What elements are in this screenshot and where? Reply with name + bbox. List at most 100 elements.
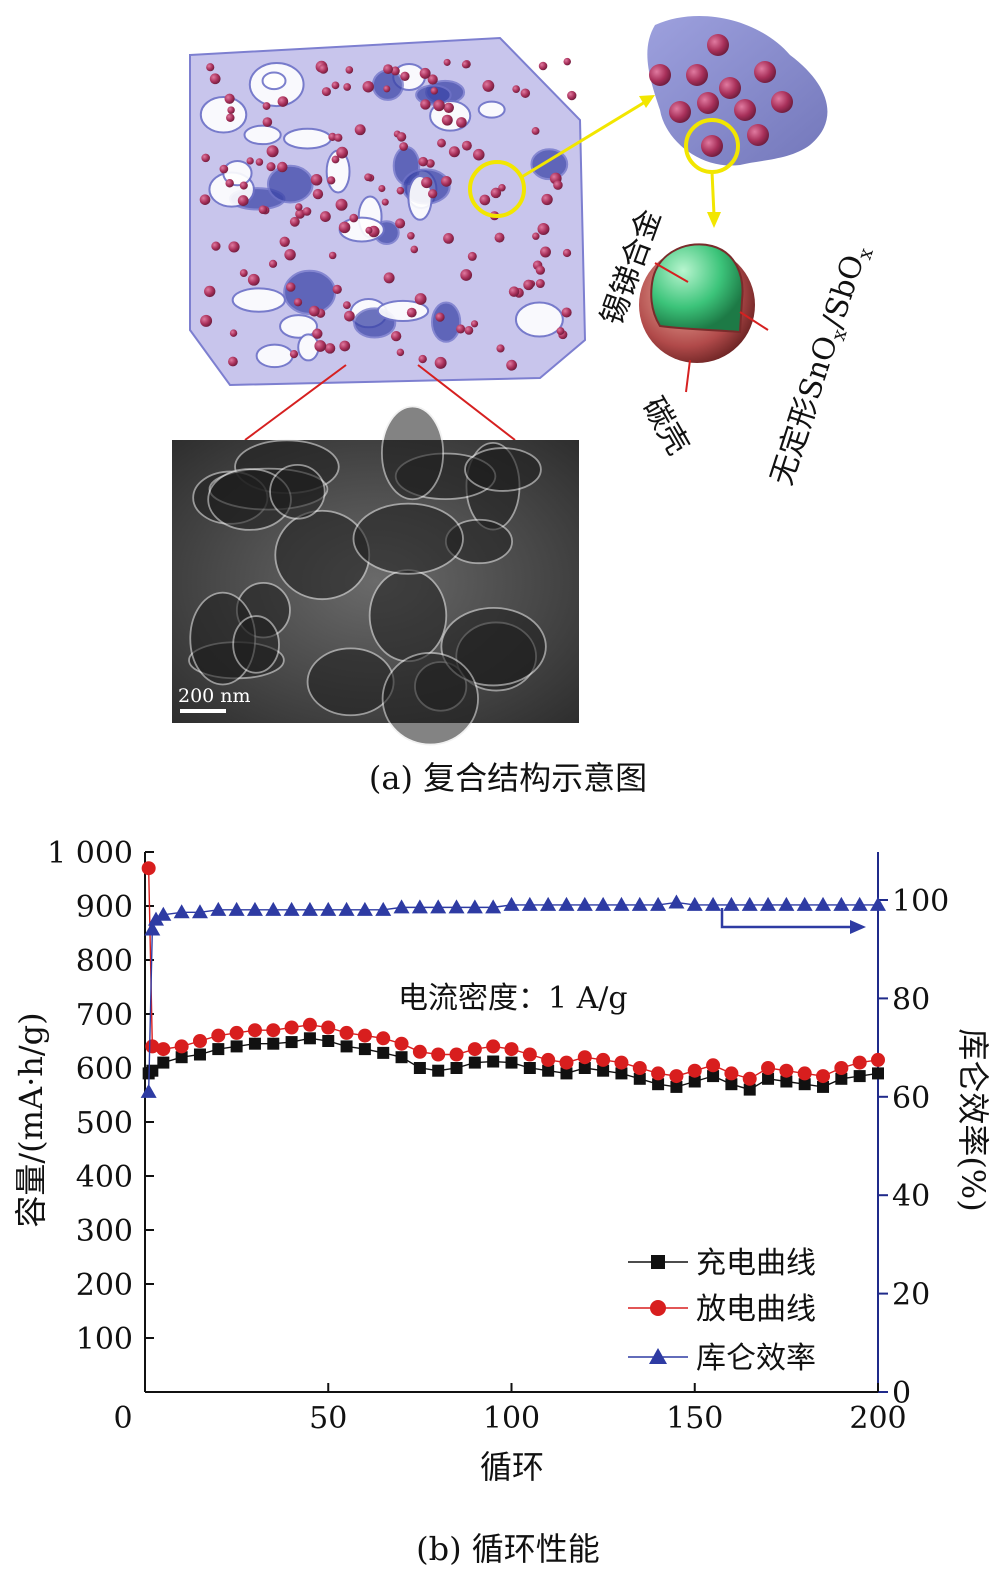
data-point-discharge xyxy=(357,1028,372,1043)
framework-particle xyxy=(400,71,410,81)
sem-pore xyxy=(368,569,448,663)
arrowhead-to-blob xyxy=(639,95,655,108)
data-point-discharge xyxy=(559,1055,574,1070)
framework-particle xyxy=(354,124,366,136)
data-point-efficiency xyxy=(210,901,227,916)
data-point-discharge xyxy=(449,1047,464,1062)
blob-particle xyxy=(701,135,723,157)
framework-particle xyxy=(239,181,248,190)
framework-particle xyxy=(327,176,336,185)
data-point-efficiency xyxy=(246,901,263,916)
data-point-discharge xyxy=(339,1025,354,1040)
framework-particle xyxy=(440,175,452,187)
framework-particle xyxy=(496,344,505,353)
framework-particle xyxy=(247,273,260,286)
framework-particle xyxy=(312,188,324,200)
framework-particle xyxy=(224,93,235,104)
framework-particle xyxy=(420,99,431,110)
sem-pore xyxy=(380,405,445,501)
y-axis-left-label: 容量/(mA·h/g) xyxy=(12,1012,50,1227)
framework-particle xyxy=(328,251,337,260)
framework-particle xyxy=(204,285,216,298)
data-point-discharge xyxy=(431,1047,446,1062)
framework-particle xyxy=(473,148,485,161)
core-shell-particle xyxy=(639,243,755,363)
efficiency-axis-arrowhead xyxy=(850,920,866,934)
data-point-efficiency xyxy=(338,901,355,916)
data-point-discharge xyxy=(577,1050,592,1065)
framework-particles xyxy=(199,57,577,371)
sem-scale-label: 200 nm xyxy=(178,685,251,707)
data-point-charge xyxy=(146,1064,159,1077)
data-point-charge xyxy=(542,1064,555,1077)
y-axis-right-label: 库仑效率(%) xyxy=(954,1028,992,1211)
sem-pore xyxy=(232,615,280,674)
framework-particle xyxy=(228,356,238,367)
framework-particle xyxy=(538,61,548,71)
data-point-charge xyxy=(597,1064,610,1077)
data-point-charge xyxy=(578,1062,591,1074)
blob-particle xyxy=(754,61,776,83)
framework-particle xyxy=(461,140,472,151)
data-point-charge xyxy=(285,1036,298,1049)
framework-particle xyxy=(310,173,323,186)
framework-particle xyxy=(312,328,323,339)
framework-particle xyxy=(523,279,534,291)
data-point-discharge xyxy=(797,1066,812,1081)
y-right-tick-label: 0 xyxy=(892,1376,911,1411)
framework-particle xyxy=(331,155,340,164)
framework-particle xyxy=(460,269,473,281)
data-point-efficiency xyxy=(228,901,245,916)
y-left-tick-label: 400 xyxy=(76,1160,133,1195)
framework-particle xyxy=(494,232,505,243)
framework-particle xyxy=(556,327,565,335)
framework-particle xyxy=(293,298,303,307)
data-point-efficiency xyxy=(576,896,593,911)
framework-particle xyxy=(540,246,551,258)
framework-pore xyxy=(514,301,564,338)
series-efficiency xyxy=(140,894,886,1098)
blob-particle xyxy=(707,34,729,56)
framework-particle xyxy=(381,198,389,206)
y-right-tick-label: 40 xyxy=(892,1179,930,1214)
framework-particle xyxy=(378,185,386,193)
label-amorphous-mid: /SbO xyxy=(815,251,871,333)
framework-pore xyxy=(376,299,430,322)
framework-particle xyxy=(437,138,446,148)
framework-particle xyxy=(418,156,428,167)
pointer-arrow-to-blob xyxy=(519,100,646,180)
framework-pore xyxy=(255,343,294,369)
framework-pore xyxy=(279,314,318,339)
framework-particle xyxy=(396,186,405,195)
framework-particle xyxy=(433,99,445,112)
data-point-efficiency xyxy=(631,896,648,911)
framework-particle xyxy=(537,222,550,235)
data-point-discharge xyxy=(321,1020,336,1035)
data-point-discharge xyxy=(522,1047,537,1062)
pointer-arrow-to-particle xyxy=(710,171,716,216)
framework-particle xyxy=(535,265,546,275)
data-point-efficiency xyxy=(723,896,740,911)
pointer-line-alloy xyxy=(654,262,689,283)
data-point-discharge xyxy=(284,1020,299,1035)
pointer-line-amorphous xyxy=(739,311,769,331)
data-point-charge xyxy=(322,1035,335,1047)
data-point-discharge xyxy=(376,1031,391,1046)
data-point-charge xyxy=(817,1080,830,1093)
legend-label-discharge: 放电曲线 xyxy=(696,1292,816,1327)
framework-particle xyxy=(364,173,372,182)
data-point-discharge xyxy=(669,1069,684,1084)
x-tick-label: 200 xyxy=(849,1401,906,1436)
data-point-efficiency xyxy=(191,904,208,919)
framework-particle xyxy=(339,340,351,352)
blob-particle xyxy=(771,91,793,113)
sem-pores xyxy=(188,405,547,746)
x-tick-label: 100 xyxy=(483,1401,540,1436)
porous-framework xyxy=(189,36,587,387)
data-point-discharge xyxy=(742,1071,757,1086)
framework-particle xyxy=(443,102,454,113)
sem-pore xyxy=(464,447,542,492)
data-point-charge xyxy=(340,1040,353,1053)
data-point-charge xyxy=(652,1078,665,1091)
framework-particle xyxy=(229,329,238,337)
